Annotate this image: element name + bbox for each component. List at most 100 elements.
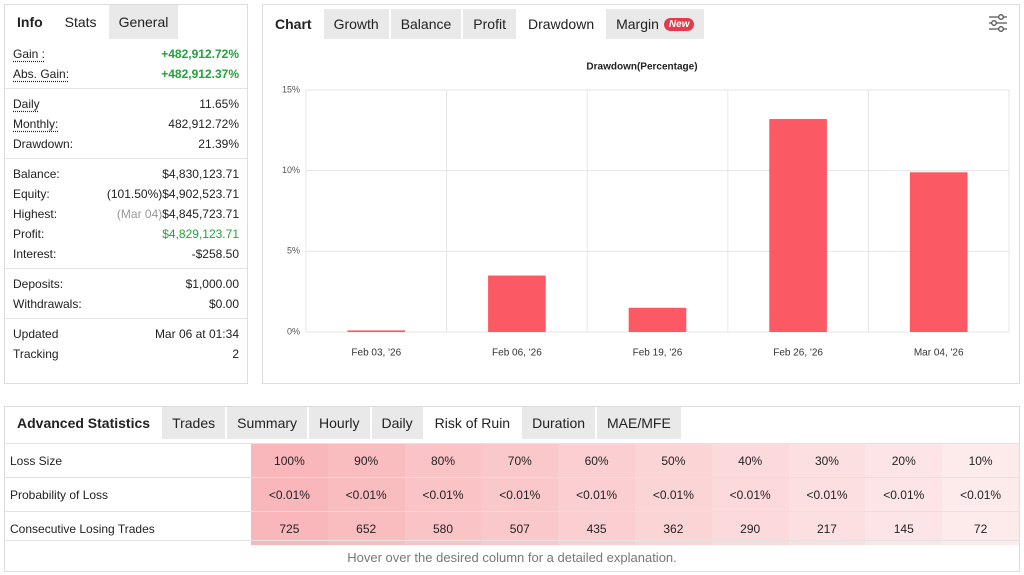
- table-cell[interactable]: 40%: [711, 443, 789, 478]
- tab[interactable]: Balance: [390, 9, 462, 39]
- stat-value-wrap: +482,912.37%: [161, 67, 239, 81]
- stat-row: Interest: -$258.50: [13, 244, 239, 264]
- stat-row: Tracking 2: [13, 344, 239, 364]
- table-cell[interactable]: 60%: [558, 443, 635, 478]
- table-cell[interactable]: <0.01%: [251, 477, 328, 512]
- table-cell[interactable]: 20%: [865, 443, 943, 478]
- stats-group: Deposits: $1,000.00 Withdrawals: $0.00: [5, 268, 247, 318]
- stat-row: Profit: $4,829,123.71: [13, 224, 239, 244]
- stats-group: Gain : +482,912.72% Abs. Gain: +482,912.37%: [5, 39, 247, 88]
- stat-value: 11.65%: [199, 97, 239, 111]
- stat-value-wrap: 21.39%: [198, 137, 239, 151]
- bar: [347, 330, 406, 332]
- tab[interactable]: Margin New: [606, 9, 705, 39]
- table-cell[interactable]: <0.01%: [481, 477, 559, 512]
- tab[interactable]: Risk of Ruin: [424, 407, 521, 439]
- table-cell[interactable]: 50%: [634, 443, 712, 478]
- stat-row: Drawdown: 21.39%: [13, 134, 239, 154]
- table-cell[interactable]: <0.01%: [711, 477, 789, 512]
- table-cell[interactable]: 217: [788, 511, 866, 545]
- stat-value-wrap: 2: [232, 347, 239, 361]
- stat-label: Gain :: [13, 47, 46, 61]
- stat-row: Highest: (Mar 04)$4,845,723.71: [13, 204, 239, 224]
- chart-title: Drawdown(Percentage): [586, 62, 697, 73]
- stat-row: Daily 11.65%: [13, 94, 239, 114]
- table-cell[interactable]: <0.01%: [942, 477, 1019, 512]
- table-cell[interactable]: 100%: [251, 443, 328, 478]
- stat-value-wrap: 11.65%: [199, 97, 239, 111]
- tab-label: Daily: [381, 415, 413, 431]
- stat-value: $4,830,123.71: [162, 167, 239, 181]
- tab[interactable]: Summary: [227, 407, 308, 439]
- tab-bar: Advanced Statistics Trades Summary Hourly Da…: [5, 407, 1019, 439]
- table-cell[interactable]: 70%: [481, 443, 559, 478]
- tab[interactable]: Stats: [54, 5, 107, 39]
- stat-label: Balance:: [13, 167, 60, 181]
- tab[interactable]: Growth: [323, 9, 389, 39]
- table-cell[interactable]: 435: [558, 511, 635, 545]
- table-cell[interactable]: <0.01%: [865, 477, 943, 512]
- x-tick-label: Mar 04, '26: [914, 348, 964, 359]
- settings-icon[interactable]: [987, 12, 1009, 34]
- stat-value: $4,902,523.71: [162, 187, 239, 201]
- stat-value: 482,912.72%: [168, 117, 239, 131]
- table-cell[interactable]: 90%: [327, 443, 405, 478]
- table-cell[interactable]: 72: [942, 511, 1019, 545]
- info-panel: Info Stats General Gain : +482,912.72% Abs. …: [4, 4, 248, 384]
- tab-label: Hourly: [319, 415, 360, 431]
- plot-area: [305, 89, 1010, 333]
- table-cell[interactable]: 30%: [788, 443, 866, 478]
- table-cell[interactable]: <0.01%: [634, 477, 712, 512]
- stat-value: 2: [232, 347, 239, 361]
- table-cell[interactable]: 80%: [404, 443, 482, 478]
- stat-value-wrap: -$258.50: [192, 247, 239, 261]
- tab-label: Profit: [473, 16, 506, 32]
- table-cell[interactable]: <0.01%: [788, 477, 866, 512]
- table-row: Consecutive Losing Trades 725 652 580 507 435…: [5, 511, 1019, 545]
- bar: [769, 119, 827, 332]
- x-tick-label: Feb 19, '26: [633, 348, 683, 359]
- table-cell[interactable]: 725: [251, 511, 328, 545]
- table-row: Loss Size 100% 90% 80% 70% 60% 50% 40% 30% 20% 10%: [5, 443, 1019, 478]
- table-cell[interactable]: <0.01%: [327, 477, 405, 512]
- table-cell[interactable]: 580: [404, 511, 482, 545]
- stat-label: Equity:: [13, 187, 50, 201]
- stat-label: Abs. Gain:: [13, 67, 70, 81]
- stat-label: Drawdown:: [13, 137, 74, 151]
- tab[interactable]: Trades: [162, 407, 226, 439]
- stat-value-wrap: $4,829,123.71: [162, 227, 239, 241]
- table-cell[interactable]: 145: [865, 511, 943, 545]
- chart-panel: Chart Growth Balance Profit Drawdown Margin Ne…: [262, 4, 1020, 384]
- row-label: Loss Size: [5, 443, 251, 478]
- stat-value-wrap: (101.50%)$4,902,523.71: [107, 187, 239, 201]
- tab[interactable]: Duration: [522, 407, 596, 439]
- tab[interactable]: General: [108, 5, 179, 39]
- tab-heading: Advanced Statistics: [17, 415, 151, 431]
- tab-label: Growth: [333, 16, 379, 32]
- table-cell[interactable]: 652: [327, 511, 405, 545]
- stat-value: +482,912.37%: [161, 67, 239, 81]
- table-cell[interactable]: 10%: [942, 443, 1019, 478]
- stat-label: Daily: [13, 97, 40, 111]
- stat-value: $4,845,723.71: [162, 207, 239, 221]
- badge: New: [663, 17, 695, 31]
- tab[interactable]: Hourly: [309, 407, 370, 439]
- stat-label: Highest:: [13, 207, 58, 221]
- table-cell[interactable]: 290: [711, 511, 789, 545]
- table-cell[interactable]: <0.01%: [558, 477, 635, 512]
- tab[interactable]: Drawdown: [517, 9, 605, 39]
- x-tick-label: Feb 06, '26: [492, 348, 542, 359]
- table-row: Probability of Loss <0.01% <0.01% <0.01% <0.…: [5, 477, 1019, 512]
- tab[interactable]: Profit: [463, 9, 516, 39]
- stat-label: Monthly:: [13, 117, 59, 131]
- tab[interactable]: MAE/MFE: [597, 407, 681, 439]
- stat-row: Updated Mar 06 at 01:34: [13, 324, 239, 344]
- tab-label: Balance: [400, 16, 452, 32]
- stat-value: $0.00: [208, 297, 239, 311]
- table-cell[interactable]: 362: [634, 511, 712, 545]
- table-cell[interactable]: 507: [481, 511, 559, 545]
- tab[interactable]: Daily: [371, 407, 423, 439]
- table-cell[interactable]: <0.01%: [404, 477, 482, 512]
- stat-value: +482,912.72%: [161, 47, 239, 61]
- stat-label: Withdrawals:: [13, 297, 82, 311]
